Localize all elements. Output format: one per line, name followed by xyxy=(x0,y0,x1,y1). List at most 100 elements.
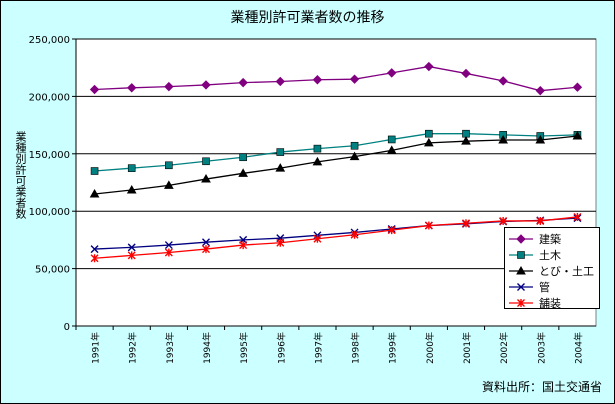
x-tick-label: 1991年 xyxy=(90,332,102,364)
data-point xyxy=(164,248,173,257)
data-point xyxy=(462,219,470,228)
x-tick-label: 1994年 xyxy=(201,332,213,364)
data-point xyxy=(312,75,323,85)
data-point xyxy=(202,245,210,254)
data-point xyxy=(387,135,396,144)
data-point xyxy=(238,77,248,88)
data-point xyxy=(461,68,471,79)
data-point xyxy=(276,238,285,247)
data-point xyxy=(350,141,359,150)
data-point xyxy=(202,238,210,247)
legend-swatch xyxy=(509,234,533,244)
legend-label: 土木 xyxy=(539,249,561,262)
legend-label: 管 xyxy=(539,281,550,294)
data-point xyxy=(350,230,359,239)
data-point xyxy=(349,151,360,161)
data-point xyxy=(164,241,173,250)
legend-marker xyxy=(516,234,526,244)
series-line xyxy=(94,65,578,92)
x-tick-label: 1998年 xyxy=(350,332,362,364)
data-point xyxy=(461,136,471,145)
series-line xyxy=(94,216,578,259)
legend-marker xyxy=(517,251,525,259)
data-point xyxy=(498,135,509,144)
data-point xyxy=(127,251,136,260)
series-line xyxy=(94,135,578,195)
x-tick-label: 2001年 xyxy=(461,332,473,364)
y-tick-label: 100,000 xyxy=(29,207,70,218)
legend-swatch xyxy=(509,299,533,307)
data-point xyxy=(127,83,137,93)
data-point xyxy=(573,212,582,221)
legend-item: 土木 xyxy=(509,247,599,263)
data-point xyxy=(387,226,396,235)
data-point xyxy=(535,85,545,96)
data-point xyxy=(312,156,323,166)
data-point xyxy=(313,144,322,153)
x-tick-label: 2003年 xyxy=(535,332,547,364)
y-tick-label: 0 xyxy=(64,322,70,333)
legend: 建築土木とび・土工管舗装 xyxy=(504,227,600,311)
data-point xyxy=(90,167,99,175)
data-point xyxy=(349,74,360,84)
legend-item: とび・土工 xyxy=(509,263,599,279)
data-point xyxy=(127,243,136,252)
data-point xyxy=(163,180,174,189)
legend-item: 舗装 xyxy=(509,295,599,311)
data-point xyxy=(536,216,545,225)
y-tick-label: 250,000 xyxy=(29,35,70,46)
legend-label: 舗装 xyxy=(539,297,561,310)
x-tick-label: 1996年 xyxy=(275,332,287,364)
x-tick-label: 2002年 xyxy=(498,332,510,364)
source-note: 資料出所：国土交通省 xyxy=(481,380,602,394)
data-point xyxy=(202,157,210,166)
x-tick-label: 1993年 xyxy=(164,332,176,364)
data-point xyxy=(424,221,433,230)
data-point xyxy=(126,184,137,194)
data-point xyxy=(90,254,99,263)
data-point xyxy=(498,76,508,86)
data-point xyxy=(462,129,470,138)
legend-swatch xyxy=(509,265,533,275)
legend-marker xyxy=(516,265,526,275)
data-point xyxy=(572,130,583,140)
data-point xyxy=(275,76,285,87)
data-point xyxy=(239,153,247,162)
data-point xyxy=(499,216,508,225)
data-point xyxy=(89,188,100,198)
legend-swatch xyxy=(509,251,533,259)
x-tick-label: 1995年 xyxy=(238,332,250,364)
x-tick-label: 2004年 xyxy=(572,332,584,364)
data-point xyxy=(90,245,99,254)
data-point xyxy=(165,161,173,170)
data-point xyxy=(387,68,397,78)
data-point xyxy=(201,80,211,90)
x-tick-label: 1999年 xyxy=(387,332,399,364)
legend-label: 建築 xyxy=(539,233,561,246)
y-axis-label: 業種別許可業者数 xyxy=(14,131,27,219)
legend-item: 建築 xyxy=(509,231,599,247)
data-point xyxy=(89,84,100,95)
data-point xyxy=(239,241,248,250)
data-point xyxy=(423,137,434,147)
y-tick-label: 150,000 xyxy=(29,150,70,161)
data-point xyxy=(424,61,434,72)
legend-label: とび・土工 xyxy=(539,265,594,278)
data-point xyxy=(313,234,322,243)
data-point xyxy=(386,145,397,154)
data-point xyxy=(127,164,136,172)
legend-marker xyxy=(517,283,525,291)
legend-swatch xyxy=(509,283,533,291)
data-point xyxy=(276,148,285,156)
data-point xyxy=(238,168,249,177)
legend-marker xyxy=(517,299,525,307)
y-tick-label: 200,000 xyxy=(29,92,70,103)
series-line xyxy=(94,133,578,172)
data-point xyxy=(425,129,433,138)
data-point xyxy=(164,81,174,92)
data-point xyxy=(572,82,583,92)
y-tick-label: 50,000 xyxy=(35,265,70,276)
data-point xyxy=(535,135,546,144)
